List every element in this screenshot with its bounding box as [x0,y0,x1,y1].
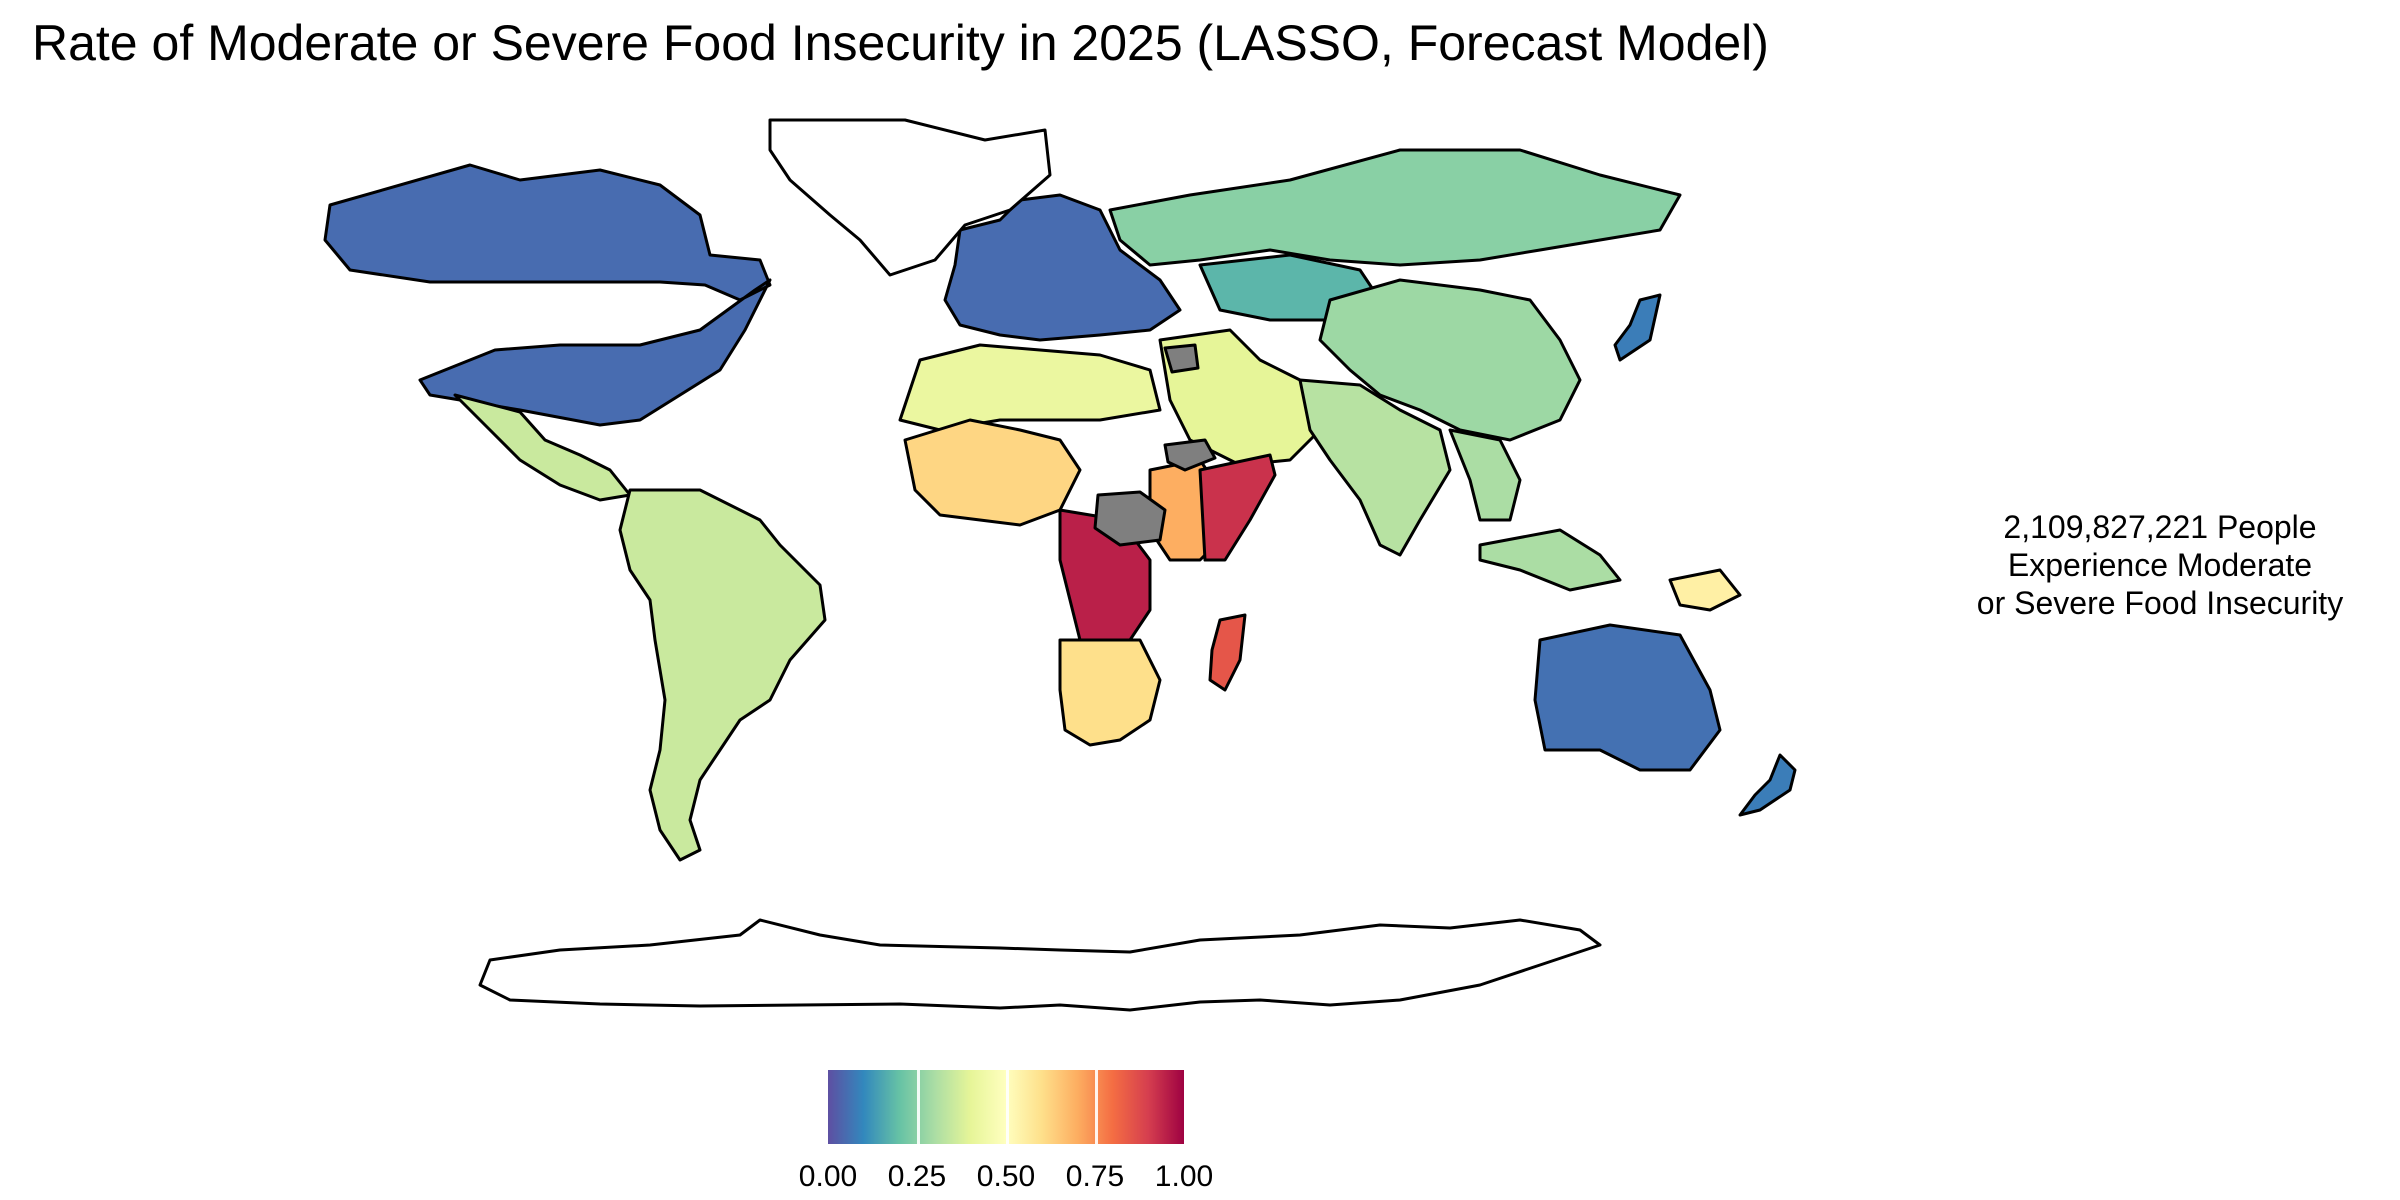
region-new-zealand [1738,753,1797,817]
legend-tick-label: 0.25 [887,1160,947,1193]
region-somalia [1198,453,1277,562]
region-west-africa [903,418,1082,527]
legend-tick-mark [917,1070,920,1144]
region-japan [1613,293,1662,362]
region-india-south-asia [1298,378,1452,557]
yemen-no-data [1163,438,1217,472]
map-title: Rate of Moderate or Severe Food Insecuri… [32,15,1769,71]
region-southeast-asia [1448,428,1622,592]
annotation-line-2: Experience Moderate [2007,547,2313,583]
no-data-countries [1093,343,1217,547]
legend-tick-mark [1095,1070,1098,1144]
legend-tick-label: 0.00 [798,1160,858,1193]
annotation-line-1: 2,109,827,221 People [2003,509,2317,545]
region-south-america [618,488,827,862]
south-sudan-no-data [1093,490,1167,547]
syria-no-data [1163,343,1200,374]
region-russia [1108,148,1682,267]
region-middle-east [1158,328,1322,467]
legend-tick-label: 1.00 [1154,1160,1214,1193]
legend-tick-label: 0.50 [976,1160,1036,1193]
legend-tick-mark [1006,1070,1009,1144]
region-madagascar [1208,613,1247,692]
annotation-line-3: or Severe Food Insecurity [1976,585,2344,621]
country-regions [323,148,1797,862]
region-north-africa [898,343,1162,432]
region-australia [1533,623,1722,772]
region-china [1318,278,1582,442]
antarctica-outline [478,918,1602,1012]
unfilled-landmasses [478,118,1602,1012]
greenland-outline [768,118,1052,277]
legend-tick-label: 0.75 [1065,1160,1125,1193]
region-north-america-usa-canada [323,163,772,427]
region-papua-new-guinea [1668,568,1742,612]
region-southern-africa [1058,638,1162,747]
color-legend: 0.00 0.25 0.50 0.75 1.00 [799,1068,1213,1193]
population-annotation: 2,109,827,221 People Experience Moderate… [1950,508,2370,622]
region-europe [943,193,1182,342]
